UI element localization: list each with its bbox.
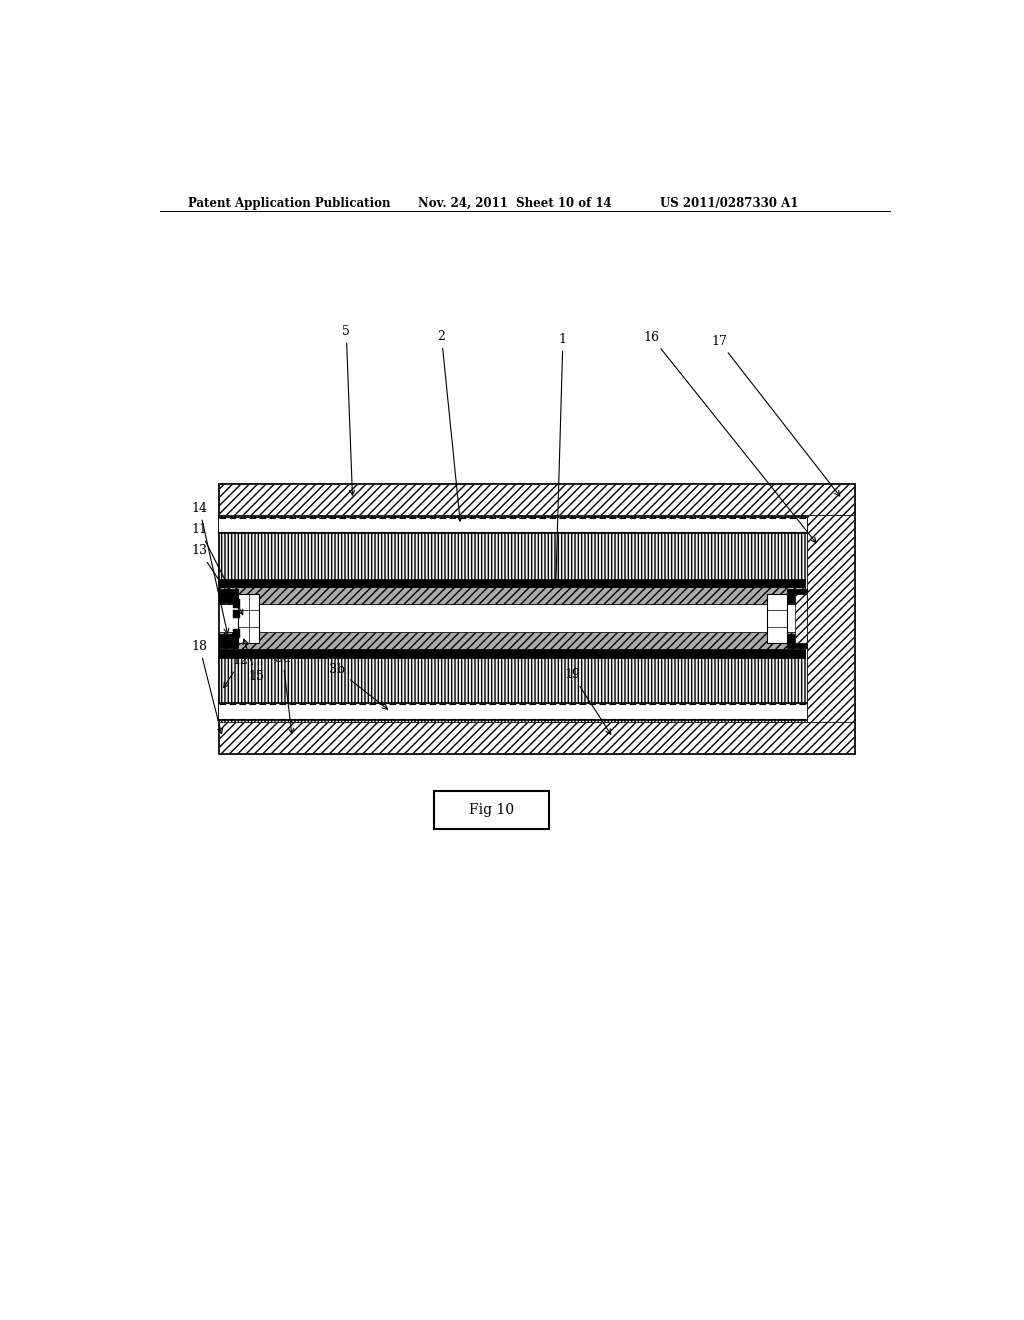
Text: 17: 17 [712,335,840,496]
Text: 12: 12 [224,653,249,688]
Bar [219,517,807,532]
Bar [219,722,854,752]
Bar [807,515,854,722]
Text: 14: 14 [191,502,229,634]
Text: 1: 1 [554,333,567,585]
Text: 3a: 3a [275,652,294,734]
Bar [219,632,805,649]
Bar [239,594,259,643]
Text: Fig 10: Fig 10 [469,803,514,817]
Bar [787,634,807,648]
Bar [219,634,239,648]
Bar [219,587,805,605]
Text: 16: 16 [644,331,816,543]
Bar [219,483,854,515]
Text: 13: 13 [191,544,228,594]
Bar [232,610,240,618]
Text: 3b: 3b [330,663,387,709]
Text: 11: 11 [191,523,243,615]
Text: 2: 2 [437,330,462,521]
Text: 5: 5 [342,325,354,495]
Text: Patent Application Publication: Patent Application Publication [187,197,390,210]
Bar [219,589,239,602]
Text: 18: 18 [191,640,222,734]
Bar [232,599,240,607]
Bar [219,483,854,752]
Text: US 2011/0287330 A1: US 2011/0287330 A1 [659,197,798,210]
Bar [219,605,805,632]
Text: Nov. 24, 2011  Sheet 10 of 14: Nov. 24, 2011 Sheet 10 of 14 [418,197,611,210]
Bar [767,594,787,643]
Bar [219,705,807,719]
Text: 19: 19 [564,668,610,734]
Text: 15: 15 [243,639,264,684]
Bar [795,594,807,643]
Bar [219,515,807,722]
Bar [219,579,805,587]
Bar [219,649,805,657]
Bar [787,589,807,602]
Bar [232,630,240,638]
Bar [433,791,549,829]
